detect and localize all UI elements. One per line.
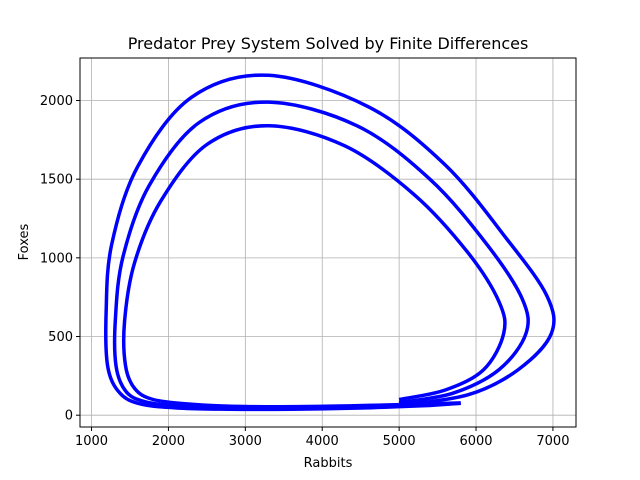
y-tick-label: 2000 <box>40 94 73 109</box>
x-axis-label: Rabbits <box>304 456 353 471</box>
x-axis-ticks: 1000 2000 3000 4000 5000 6000 7000 <box>75 427 569 449</box>
y-axis-label: Foxes <box>17 223 32 260</box>
y-axis-ticks: 0 500 1000 1500 2000 <box>40 94 80 424</box>
chart-title: Predator Prey System Solved by Finite Di… <box>128 34 529 53</box>
x-tick-label: 1000 <box>75 434 108 449</box>
plot-frame <box>79 57 577 428</box>
grid <box>80 58 576 427</box>
x-tick-label: 6000 <box>459 434 492 449</box>
x-tick-label: 7000 <box>536 434 569 449</box>
series-group <box>103 73 556 412</box>
y-tick-label: 500 <box>48 330 73 345</box>
x-tick-label: 2000 <box>152 434 185 449</box>
y-tick-label: 1000 <box>40 251 73 266</box>
orbit-line-3 <box>103 73 556 412</box>
x-tick-label: 5000 <box>383 434 416 449</box>
x-tick-label: 3000 <box>229 434 262 449</box>
y-tick-label: 0 <box>65 409 73 424</box>
y-tick-label: 1500 <box>40 173 73 188</box>
x-tick-label: 4000 <box>306 434 339 449</box>
